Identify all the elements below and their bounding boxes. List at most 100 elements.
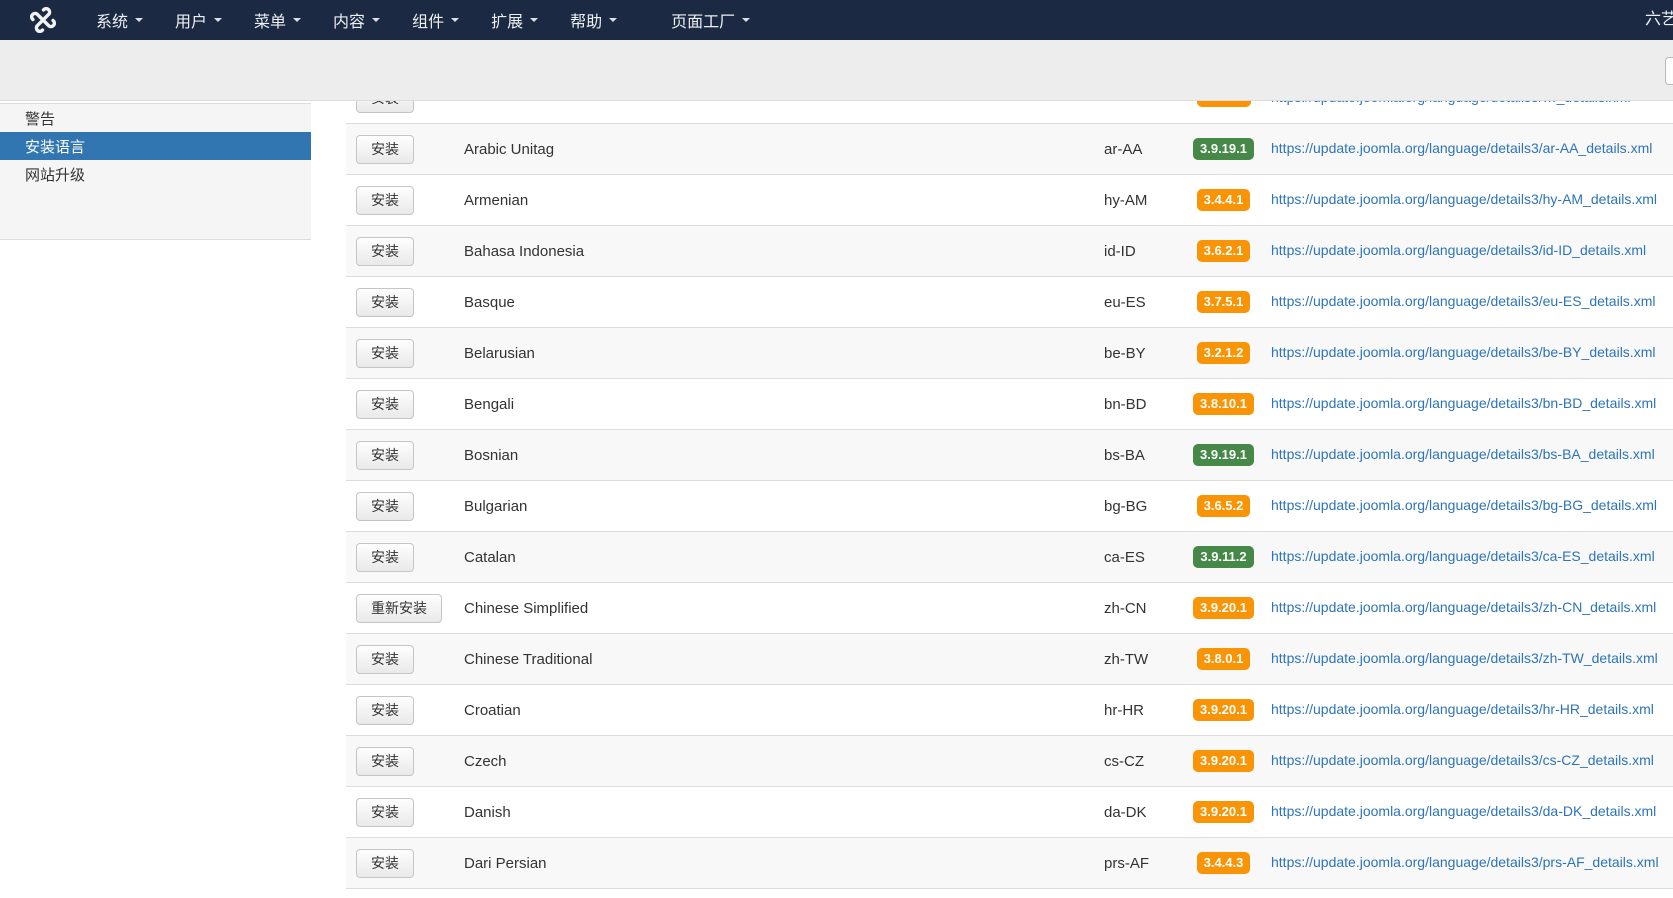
install-button[interactable]: 安装 bbox=[356, 236, 414, 266]
version-badge: 3.8.10.1 bbox=[1193, 393, 1254, 415]
details-url-cell: https://update.joomla.org/language/detai… bbox=[1271, 701, 1673, 719]
table-row: 安装 Dari Persian prs-AF 3.4.4.3 https://u… bbox=[346, 838, 1673, 889]
version-badge: 3.9.19.1 bbox=[1193, 138, 1254, 160]
install-button[interactable]: 安装 bbox=[356, 644, 414, 674]
install-button[interactable]: 安装 bbox=[356, 848, 414, 878]
details-url-link[interactable]: https://update.joomla.org/language/detai… bbox=[1271, 599, 1657, 615]
table-row: 安装 Basque eu-ES 3.7.5.1 https://update.j… bbox=[346, 277, 1673, 328]
version-badge: 3.2.1.2 bbox=[1196, 342, 1251, 364]
toolbar-edge-button[interactable] bbox=[1665, 57, 1673, 85]
details-url-link[interactable]: https://update.joomla.org/language/detai… bbox=[1271, 548, 1655, 564]
language-name: Danish bbox=[464, 803, 511, 821]
chevron-down-icon bbox=[135, 18, 144, 22]
language-name: Catalan bbox=[464, 548, 516, 566]
language-code: eu-ES bbox=[1104, 293, 1146, 311]
nav-item-components[interactable]: 组件 bbox=[396, 0, 475, 40]
nav-item-content[interactable]: 内容 bbox=[317, 0, 396, 40]
chevron-down-icon bbox=[372, 18, 381, 22]
page-header-band bbox=[0, 40, 1673, 101]
details-url-cell: https://update.joomla.org/language/detai… bbox=[1271, 140, 1673, 158]
details-url-link[interactable]: https://update.joomla.org/language/detai… bbox=[1271, 140, 1653, 156]
details-url-link[interactable]: https://update.joomla.org/language/detai… bbox=[1271, 803, 1657, 819]
details-url-cell: https://update.joomla.org/language/detai… bbox=[1271, 497, 1673, 515]
nav-item-extensions[interactable]: 扩展 bbox=[475, 0, 554, 40]
version-badge: 3.8.0.1 bbox=[1196, 648, 1251, 670]
details-url-cell: https://update.joomla.org/language/detai… bbox=[1271, 344, 1673, 362]
nav-item-label: 组件 bbox=[412, 14, 445, 31]
nav-item-menus[interactable]: 菜单 bbox=[238, 0, 317, 40]
install-button[interactable]: 安装 bbox=[356, 542, 414, 572]
install-button[interactable]: 安装 bbox=[356, 695, 414, 725]
install-button[interactable]: 安装 bbox=[356, 389, 414, 419]
table-row: 安装 Belarusian be-BY 3.2.1.2 https://upda… bbox=[346, 328, 1673, 379]
table-row: 重新安装 Chinese Simplified zh-CN 3.9.20.1 h… bbox=[346, 583, 1673, 634]
nav-item-label: 系统 bbox=[96, 14, 129, 31]
language-code: bn-BD bbox=[1104, 395, 1147, 413]
sidebar-item-warnings[interactable]: 警告 bbox=[0, 104, 311, 132]
details-url-link[interactable]: https://update.joomla.org/language/detai… bbox=[1271, 701, 1654, 717]
language-name: Bosnian bbox=[464, 446, 519, 464]
details-url-link[interactable]: https://update.joomla.org/language/detai… bbox=[1271, 242, 1647, 258]
details-url-link[interactable]: https://update.joomla.org/language/detai… bbox=[1271, 497, 1658, 513]
language-name: Arabic Unitag bbox=[464, 140, 555, 158]
details-url-link[interactable]: https://update.joomla.org/language/detai… bbox=[1271, 854, 1659, 870]
details-url-link[interactable]: https://update.joomla.org/language/detai… bbox=[1271, 293, 1656, 309]
chevron-down-icon bbox=[293, 18, 302, 22]
language-name: Czech bbox=[464, 752, 507, 770]
chevron-down-icon bbox=[451, 18, 460, 22]
details-url-link[interactable]: https://update.joomla.org/language/detai… bbox=[1271, 752, 1654, 768]
details-url-cell: https://update.joomla.org/language/detai… bbox=[1271, 191, 1673, 209]
language-code: prs-AF bbox=[1104, 854, 1149, 872]
install-button[interactable]: 安装 bbox=[356, 746, 414, 776]
table-row: 安装 Bosnian bs-BA 3.9.19.1 https://update… bbox=[346, 430, 1673, 481]
version-badge: 3.4.4.3 bbox=[1196, 852, 1251, 874]
language-code: id-ID bbox=[1104, 242, 1136, 260]
version-badge: 3.9.20.1 bbox=[1193, 750, 1254, 772]
language-code: bg-BG bbox=[1104, 497, 1148, 515]
language-code: be-BY bbox=[1104, 344, 1146, 362]
details-url-cell: https://update.joomla.org/language/detai… bbox=[1271, 650, 1673, 668]
nav-item-label: 用户 bbox=[175, 14, 208, 31]
sidebar-item-label: 警告 bbox=[25, 110, 56, 128]
version-badge: 3.6.5.2 bbox=[1196, 495, 1251, 517]
install-button[interactable]: 安装 bbox=[356, 440, 414, 470]
install-button[interactable]: 安装 bbox=[356, 797, 414, 827]
details-url-link[interactable]: https://update.joomla.org/language/detai… bbox=[1271, 395, 1657, 411]
table-row: 安装 Bengali bn-BD 3.8.10.1 https://update… bbox=[346, 379, 1673, 430]
details-url-link[interactable]: https://update.joomla.org/language/detai… bbox=[1271, 650, 1658, 666]
install-button[interactable]: 安装 bbox=[356, 287, 414, 317]
nav-item-users[interactable]: 用户 bbox=[159, 0, 238, 40]
install-button[interactable]: 安装 bbox=[356, 134, 414, 164]
details-url-cell: https://update.joomla.org/language/detai… bbox=[1271, 293, 1673, 311]
nav-item-help[interactable]: 帮助 bbox=[554, 0, 633, 40]
joomla-logo-icon[interactable] bbox=[28, 5, 58, 35]
nav-item-system[interactable]: 系统 bbox=[80, 0, 159, 40]
version-badge: 3.9.19.1 bbox=[1193, 444, 1254, 466]
top-navbar: 系统 用户 菜单 内容 组件 扩展 帮助 页面工厂 六艺 bbox=[0, 0, 1673, 40]
chevron-down-icon bbox=[742, 18, 751, 22]
sidebar-item-site-upgrade[interactable]: 网站升级 bbox=[0, 160, 311, 188]
language-code: bs-BA bbox=[1104, 446, 1145, 464]
site-name[interactable]: 六艺 bbox=[1645, 11, 1673, 28]
language-code: hy-AM bbox=[1104, 191, 1148, 209]
details-url-link[interactable]: https://update.joomla.org/language/detai… bbox=[1271, 344, 1656, 360]
table-row: 安装 Bulgarian bg-BG 3.6.5.2 https://updat… bbox=[346, 481, 1673, 532]
chevron-down-icon bbox=[609, 18, 618, 22]
install-button[interactable]: 安装 bbox=[356, 338, 414, 368]
details-url-cell: https://update.joomla.org/language/detai… bbox=[1271, 599, 1673, 617]
install-button[interactable]: 重新安装 bbox=[356, 593, 442, 623]
nav-item-page-factory[interactable]: 页面工厂 bbox=[655, 0, 766, 40]
version-badge: 3.4.4.1 bbox=[1196, 189, 1251, 211]
sidebar-item-install-languages[interactable]: 安装语言 bbox=[0, 132, 311, 160]
table-row: 安装 Chinese Traditional zh-TW 3.8.0.1 htt… bbox=[346, 634, 1673, 685]
chevron-down-icon bbox=[214, 18, 223, 22]
language-code: cs-CZ bbox=[1104, 752, 1144, 770]
details-url-link[interactable]: https://update.joomla.org/language/detai… bbox=[1271, 446, 1655, 462]
version-badge: 3.6.2.1 bbox=[1196, 240, 1251, 262]
install-languages-table: 安装 https://update.joomla.org/language/de… bbox=[346, 73, 1673, 889]
language-name: Basque bbox=[464, 293, 515, 311]
details-url-link[interactable]: https://update.joomla.org/language/detai… bbox=[1271, 191, 1657, 207]
install-button[interactable]: 安装 bbox=[356, 491, 414, 521]
install-button[interactable]: 安装 bbox=[356, 185, 414, 215]
